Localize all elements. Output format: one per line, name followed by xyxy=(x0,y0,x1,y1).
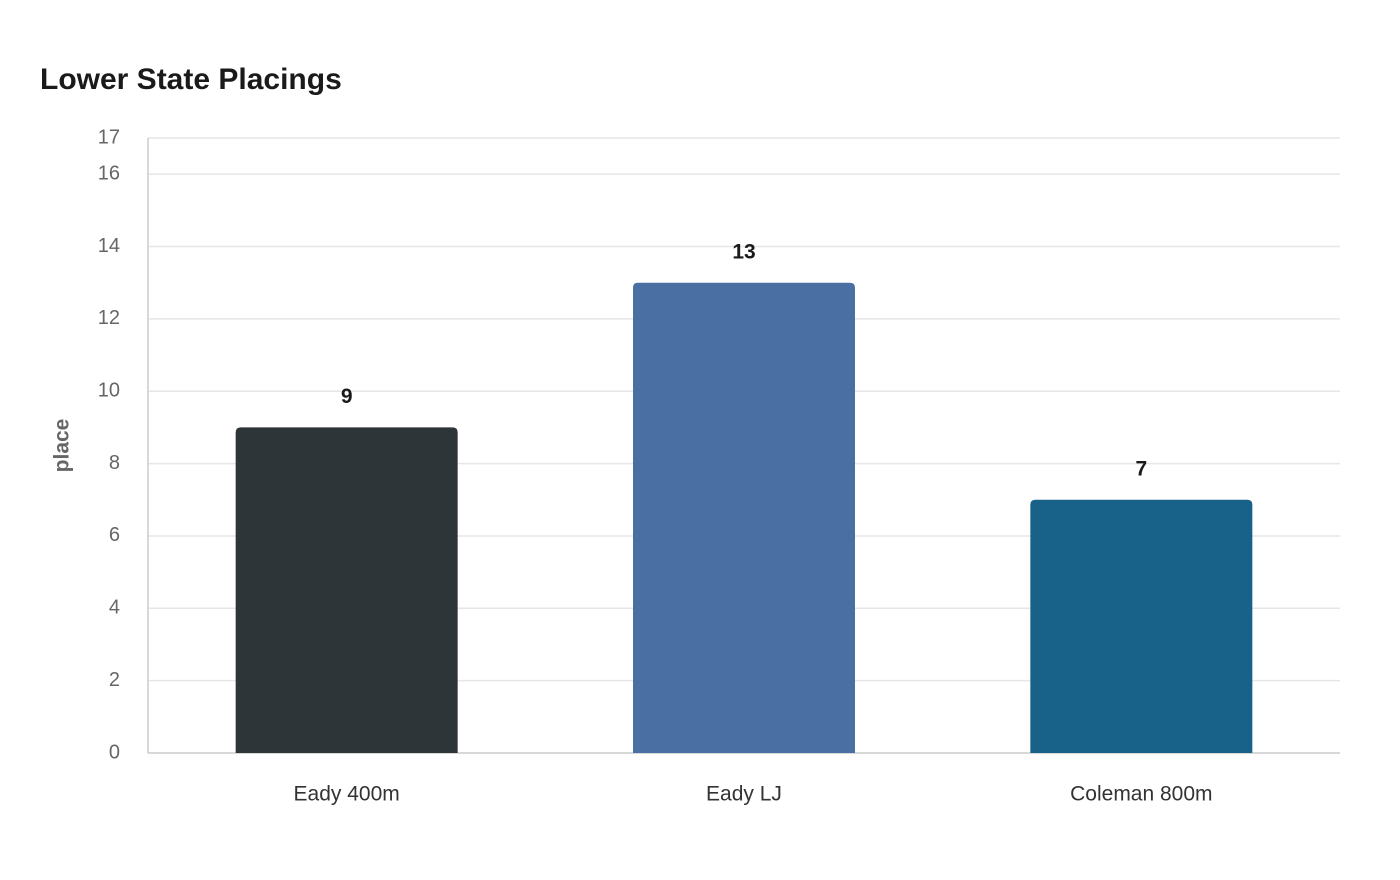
x-tick-label: Eady 400m xyxy=(294,783,400,806)
y-tick-label: 12 xyxy=(98,307,120,329)
y-tick-label: 10 xyxy=(98,380,120,402)
bars xyxy=(235,282,1253,753)
y-tick-label: 4 xyxy=(109,597,120,619)
y-axis-title: place xyxy=(51,419,74,473)
chart-title: Lower State Placings xyxy=(40,63,342,96)
y-tick-label: 16 xyxy=(98,162,120,184)
y-tick-label: 8 xyxy=(109,452,120,474)
labels: 9 Eady 400m 13 Eady LJ 7 Coleman 800m xyxy=(294,240,1213,805)
y-tick-label: 2 xyxy=(109,669,120,691)
bar-eady-400m[interactable] xyxy=(235,427,458,753)
y-tick-label: 6 xyxy=(109,524,120,546)
bar-value-label: 9 xyxy=(341,385,353,408)
bar-eady-lj[interactable] xyxy=(633,282,855,753)
bar-value-label: 13 xyxy=(732,240,755,263)
bar-coleman-800m[interactable] xyxy=(1030,499,1253,753)
bar-value-label: 7 xyxy=(1135,457,1147,480)
y-tick-label: 14 xyxy=(98,235,120,257)
y-tick-label: 17 xyxy=(98,126,120,148)
x-tick-label: Coleman 800m xyxy=(1070,783,1212,806)
x-tick-label: Eady LJ xyxy=(706,783,782,806)
y-tick-label: 0 xyxy=(109,741,120,763)
